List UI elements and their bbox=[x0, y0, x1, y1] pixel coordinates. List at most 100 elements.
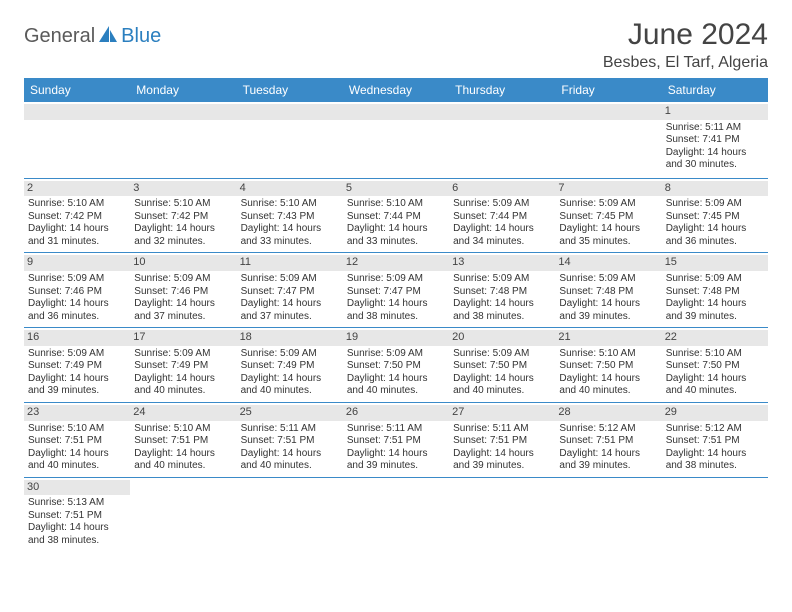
day-number-blank bbox=[555, 104, 661, 120]
calendar-cell: 4Sunrise: 5:10 AMSunset: 7:43 PMDaylight… bbox=[237, 178, 343, 253]
title-block: June 2024 Besbes, El Tarf, Algeria bbox=[603, 18, 768, 72]
day-details: Sunrise: 5:09 AMSunset: 7:47 PMDaylight:… bbox=[241, 273, 339, 323]
day-details: Sunrise: 5:09 AMSunset: 7:48 PMDaylight:… bbox=[666, 273, 764, 323]
calendar-table: SundayMondayTuesdayWednesdayThursdayFrid… bbox=[24, 78, 768, 551]
calendar-cell: 7Sunrise: 5:09 AMSunset: 7:45 PMDaylight… bbox=[555, 178, 661, 253]
day-details: Sunrise: 5:09 AMSunset: 7:49 PMDaylight:… bbox=[241, 348, 339, 398]
day-number: 1 bbox=[662, 104, 768, 120]
calendar-cell: 30Sunrise: 5:13 AMSunset: 7:51 PMDayligh… bbox=[24, 477, 130, 551]
calendar-cell bbox=[449, 102, 555, 178]
day-number-blank bbox=[449, 104, 555, 120]
day-header: Friday bbox=[555, 78, 661, 102]
calendar-cell bbox=[237, 102, 343, 178]
day-details: Sunrise: 5:09 AMSunset: 7:50 PMDaylight:… bbox=[347, 348, 445, 398]
day-number: 5 bbox=[343, 181, 449, 197]
day-number-blank bbox=[24, 104, 130, 120]
day-number-blank bbox=[130, 104, 236, 120]
day-number: 10 bbox=[130, 255, 236, 271]
logo: General Blue bbox=[24, 18, 161, 49]
day-header-row: SundayMondayTuesdayWednesdayThursdayFrid… bbox=[24, 78, 768, 102]
calendar-cell: 8Sunrise: 5:09 AMSunset: 7:45 PMDaylight… bbox=[662, 178, 768, 253]
day-number-blank bbox=[237, 104, 343, 120]
day-number: 28 bbox=[555, 405, 661, 421]
day-details: Sunrise: 5:10 AMSunset: 7:43 PMDaylight:… bbox=[241, 198, 339, 248]
day-number: 29 bbox=[662, 405, 768, 421]
day-header: Wednesday bbox=[343, 78, 449, 102]
calendar-cell: 17 Sunrise: 5:09 AMSunset: 7:49 PMDayligh… bbox=[130, 328, 236, 403]
calendar-cell: 1 Sunrise: 5:11 AMSunset: 7:41 PMDaylight… bbox=[662, 102, 768, 178]
calendar-cell: 26Sunrise: 5:11 AMSunset: 7:51 PMDayligh… bbox=[343, 402, 449, 477]
day-number: 8 bbox=[662, 181, 768, 197]
day-details: Sunrise: 5:09 AMSunset: 7:49 PMDaylight:… bbox=[134, 348, 232, 398]
day-header: Thursday bbox=[449, 78, 555, 102]
logo-text-general: General bbox=[24, 25, 95, 48]
day-details: Sunrise: 5:11 AMSunset: 7:51 PMDaylight:… bbox=[453, 423, 551, 473]
day-details: Sunrise: 5:12 AMSunset: 7:51 PMDaylight:… bbox=[559, 423, 657, 473]
calendar-cell: 14 Sunrise: 5:09 AMSunset: 7:48 PMDayligh… bbox=[555, 253, 661, 328]
calendar-cell bbox=[662, 477, 768, 551]
calendar-row: 30Sunrise: 5:13 AMSunset: 7:51 PMDayligh… bbox=[24, 477, 768, 551]
calendar-cell: 3Sunrise: 5:10 AMSunset: 7:42 PMDaylight… bbox=[130, 178, 236, 253]
day-number: 2 bbox=[24, 181, 130, 197]
calendar-row: 1 Sunrise: 5:11 AMSunset: 7:41 PMDaylight… bbox=[24, 102, 768, 178]
calendar-cell: 9 Sunrise: 5:09 AMSunset: 7:46 PMDaylight… bbox=[24, 253, 130, 328]
day-header: Tuesday bbox=[237, 78, 343, 102]
day-details: Sunrise: 5:11 AMSunset: 7:41 PMDaylight:… bbox=[666, 122, 764, 172]
calendar-cell: 16Sunrise: 5:09 AMSunset: 7:49 PMDayligh… bbox=[24, 328, 130, 403]
day-number: 6 bbox=[449, 181, 555, 197]
day-details: Sunrise: 5:09 AMSunset: 7:44 PMDaylight:… bbox=[453, 198, 551, 248]
day-details: Sunrise: 5:11 AMSunset: 7:51 PMDaylight:… bbox=[347, 423, 445, 473]
calendar-cell bbox=[343, 102, 449, 178]
day-details: Sunrise: 5:09 AMSunset: 7:46 PMDaylight:… bbox=[28, 273, 126, 323]
day-number: 4 bbox=[237, 181, 343, 197]
calendar-cell: 18 Sunrise: 5:09 AMSunset: 7:49 PMDayligh… bbox=[237, 328, 343, 403]
day-details: Sunrise: 5:09 AMSunset: 7:48 PMDaylight:… bbox=[559, 273, 657, 323]
calendar-cell: 5Sunrise: 5:10 AMSunset: 7:44 PMDaylight… bbox=[343, 178, 449, 253]
day-details: Sunrise: 5:10 AMSunset: 7:44 PMDaylight:… bbox=[347, 198, 445, 248]
calendar-cell bbox=[24, 102, 130, 178]
calendar-cell bbox=[130, 102, 236, 178]
day-number: 16 bbox=[24, 330, 130, 346]
day-details: Sunrise: 5:10 AMSunset: 7:42 PMDaylight:… bbox=[134, 198, 232, 248]
day-details: Sunrise: 5:10 AMSunset: 7:51 PMDaylight:… bbox=[134, 423, 232, 473]
calendar-cell: 15 Sunrise: 5:09 AMSunset: 7:48 PMDayligh… bbox=[662, 253, 768, 328]
calendar-cell: 25 Sunrise: 5:11 AMSunset: 7:51 PMDayligh… bbox=[237, 402, 343, 477]
calendar-cell: 24 Sunrise: 5:10 AMSunset: 7:51 PMDayligh… bbox=[130, 402, 236, 477]
day-number: 17 bbox=[130, 330, 236, 346]
day-details: Sunrise: 5:12 AMSunset: 7:51 PMDaylight:… bbox=[666, 423, 764, 473]
day-number: 15 bbox=[662, 255, 768, 271]
day-number: 9 bbox=[24, 255, 130, 271]
day-number: 14 bbox=[555, 255, 661, 271]
calendar-cell bbox=[237, 477, 343, 551]
day-details: Sunrise: 5:10 AMSunset: 7:50 PMDaylight:… bbox=[666, 348, 764, 398]
calendar-cell: 6Sunrise: 5:09 AMSunset: 7:44 PMDaylight… bbox=[449, 178, 555, 253]
calendar-cell: 23Sunrise: 5:10 AMSunset: 7:51 PMDayligh… bbox=[24, 402, 130, 477]
day-number: 22 bbox=[662, 330, 768, 346]
day-number: 13 bbox=[449, 255, 555, 271]
day-number: 24 bbox=[130, 405, 236, 421]
day-details: Sunrise: 5:09 AMSunset: 7:50 PMDaylight:… bbox=[453, 348, 551, 398]
day-number: 23 bbox=[24, 405, 130, 421]
day-details: Sunrise: 5:09 AMSunset: 7:47 PMDaylight:… bbox=[347, 273, 445, 323]
day-number: 18 bbox=[237, 330, 343, 346]
calendar-cell: 19Sunrise: 5:09 AMSunset: 7:50 PMDayligh… bbox=[343, 328, 449, 403]
day-number: 25 bbox=[237, 405, 343, 421]
day-header: Sunday bbox=[24, 78, 130, 102]
calendar-row: 16Sunrise: 5:09 AMSunset: 7:49 PMDayligh… bbox=[24, 328, 768, 403]
calendar-cell: 28 Sunrise: 5:12 AMSunset: 7:51 PMDayligh… bbox=[555, 402, 661, 477]
day-details: Sunrise: 5:11 AMSunset: 7:51 PMDaylight:… bbox=[241, 423, 339, 473]
sail-icon bbox=[97, 24, 119, 49]
location-text: Besbes, El Tarf, Algeria bbox=[603, 54, 768, 72]
calendar-cell: 22 Sunrise: 5:10 AMSunset: 7:50 PMDayligh… bbox=[662, 328, 768, 403]
calendar-body: 1 Sunrise: 5:11 AMSunset: 7:41 PMDaylight… bbox=[24, 102, 768, 551]
day-number: 3 bbox=[130, 181, 236, 197]
calendar-cell bbox=[343, 477, 449, 551]
day-number: 12 bbox=[343, 255, 449, 271]
day-header: Saturday bbox=[662, 78, 768, 102]
day-details: Sunrise: 5:13 AMSunset: 7:51 PMDaylight:… bbox=[28, 497, 126, 547]
day-details: Sunrise: 5:09 AMSunset: 7:45 PMDaylight:… bbox=[559, 198, 657, 248]
day-number: 30 bbox=[24, 480, 130, 496]
calendar-cell: 29 Sunrise: 5:12 AMSunset: 7:51 PMDayligh… bbox=[662, 402, 768, 477]
calendar-cell bbox=[130, 477, 236, 551]
calendar-cell bbox=[555, 477, 661, 551]
